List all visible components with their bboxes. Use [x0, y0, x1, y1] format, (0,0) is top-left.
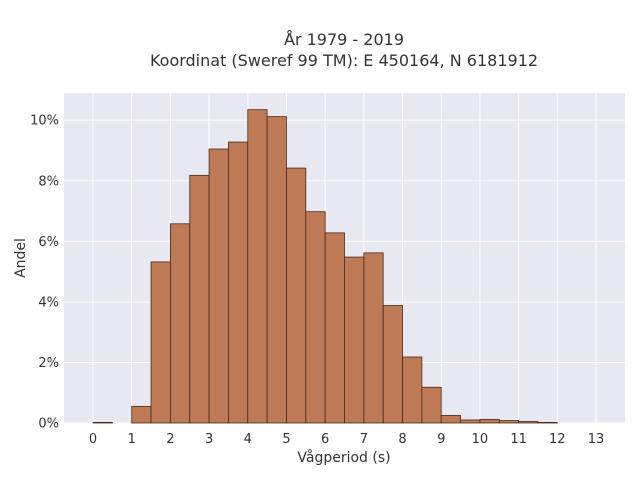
- x-axis-ticks: 0 1 2 3 4 5 6 7 8 9 10 11 12 13: [89, 432, 604, 447]
- y-tick-label: 8%: [38, 174, 59, 189]
- histogram-bar: [150, 261, 171, 424]
- histogram-bar: [169, 223, 191, 424]
- chart-title-line-2: Koordinat (Sweref 99 TM): E 450164, N 61…: [150, 51, 538, 70]
- histogram-bar: [537, 421, 558, 424]
- x-tick-label: 1: [128, 432, 136, 447]
- histogram-bar: [189, 174, 210, 424]
- x-tick-label: 11: [510, 432, 527, 447]
- x-axis-label: Vågperiod (s): [297, 449, 390, 466]
- histogram-bar: [208, 148, 229, 424]
- histogram-bar: [266, 116, 287, 424]
- y-tick-label: 0%: [38, 417, 59, 432]
- histogram-bar: [305, 211, 326, 424]
- histogram-bar: [382, 305, 403, 424]
- chart-title-line-1: År 1979 - 2019: [284, 30, 404, 49]
- histogram-bar: [421, 386, 442, 424]
- histogram-bar: [92, 421, 113, 424]
- histogram-bar: [247, 109, 268, 424]
- x-tick-label: 10: [472, 432, 489, 447]
- x-tick-label: 12: [549, 432, 566, 447]
- y-tick-label: 4%: [38, 295, 59, 310]
- y-tick-label: 2%: [38, 356, 59, 371]
- x-tick-label: 6: [321, 432, 329, 447]
- histogram-bar: [518, 421, 539, 424]
- histogram-bar: [460, 419, 481, 424]
- x-tick-label: 9: [437, 432, 445, 447]
- x-tick-label: 13: [588, 432, 605, 447]
- histogram-bar: [131, 405, 152, 424]
- histogram-bar: [363, 252, 384, 424]
- y-axis-ticks: 0% 2% 4% 6% 8% 10%: [30, 114, 59, 432]
- x-tick-label: 0: [89, 432, 97, 447]
- histogram-bar: [286, 167, 307, 424]
- x-tick-label: 8: [398, 432, 406, 447]
- y-tick-label: 10%: [30, 114, 59, 129]
- x-tick-label: 5: [282, 432, 290, 447]
- histogram-bar: [498, 420, 520, 424]
- histogram-bar: [479, 418, 500, 424]
- histogram-bar: [344, 256, 365, 424]
- histogram-bar: [324, 232, 345, 424]
- x-tick-label: 4: [244, 432, 252, 447]
- x-tick-label: 3: [205, 432, 213, 447]
- y-tick-label: 6%: [38, 235, 59, 250]
- histogram-bar: [228, 141, 249, 424]
- x-tick-label: 7: [360, 432, 368, 447]
- histogram-bar: [440, 415, 461, 424]
- x-tick-label: 2: [166, 432, 174, 447]
- histogram-bar: [402, 356, 423, 424]
- histogram-bars: [92, 109, 558, 424]
- y-axis-label: Andel: [13, 238, 29, 278]
